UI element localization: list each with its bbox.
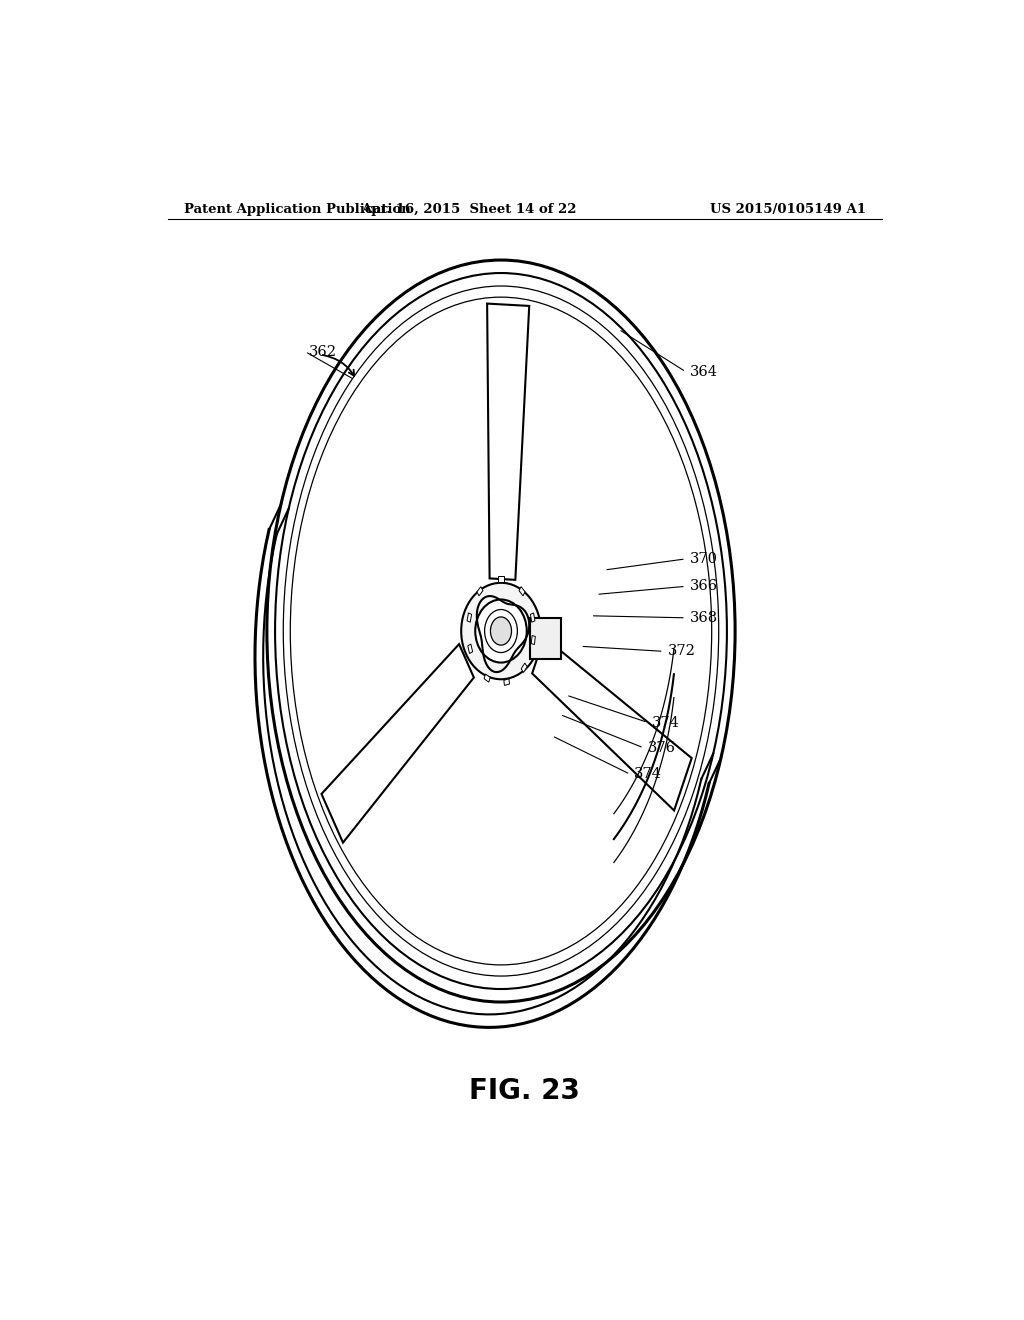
Ellipse shape — [290, 297, 712, 965]
Polygon shape — [477, 586, 483, 595]
Polygon shape — [484, 675, 490, 682]
Polygon shape — [532, 638, 691, 810]
Text: 362: 362 — [309, 345, 337, 359]
Text: Patent Application Publication: Patent Application Publication — [183, 203, 411, 216]
Text: 374: 374 — [652, 715, 680, 730]
Ellipse shape — [475, 599, 526, 663]
Text: FIG. 23: FIG. 23 — [469, 1077, 581, 1105]
Polygon shape — [521, 663, 527, 672]
Text: 376: 376 — [648, 741, 676, 755]
Text: 368: 368 — [690, 611, 718, 624]
Text: 370: 370 — [690, 552, 718, 566]
Text: 364: 364 — [690, 364, 718, 379]
Polygon shape — [468, 644, 473, 653]
Polygon shape — [467, 612, 472, 622]
Text: Apr. 16, 2015  Sheet 14 of 22: Apr. 16, 2015 Sheet 14 of 22 — [361, 203, 577, 216]
Polygon shape — [322, 644, 474, 842]
Text: 366: 366 — [690, 579, 718, 593]
Text: US 2015/0105149 A1: US 2015/0105149 A1 — [710, 203, 866, 216]
Text: 372: 372 — [668, 644, 695, 659]
Polygon shape — [499, 577, 504, 582]
Polygon shape — [519, 586, 525, 595]
Polygon shape — [487, 304, 529, 579]
Polygon shape — [531, 635, 536, 644]
Ellipse shape — [461, 583, 541, 680]
Polygon shape — [504, 678, 510, 685]
FancyBboxPatch shape — [530, 618, 561, 659]
Ellipse shape — [484, 610, 517, 652]
Polygon shape — [530, 612, 535, 622]
Text: 374: 374 — [634, 767, 663, 781]
Ellipse shape — [490, 616, 512, 645]
